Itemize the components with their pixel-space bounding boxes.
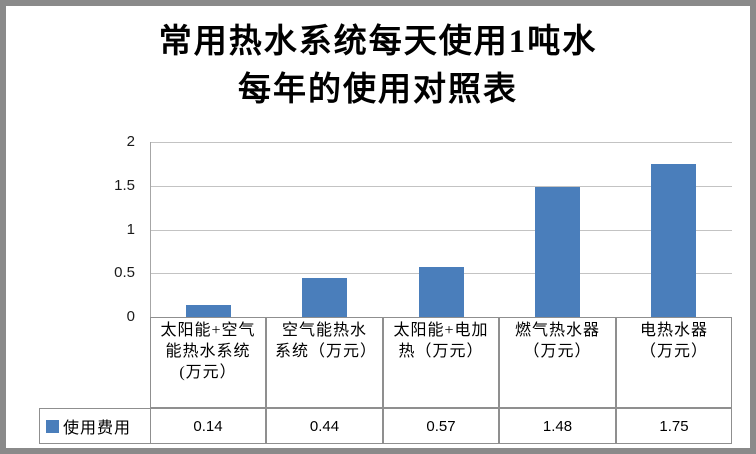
table-category-cell: 空气能热水系统（万元）: [266, 317, 383, 408]
bar-使用费用-4[interactable]: [651, 164, 696, 317]
y-axis-tick-label: 0: [126, 308, 135, 325]
y-gridline: [150, 230, 732, 231]
chart-title: 常用热水系统每天使用1吨水 每年的使用对照表: [6, 18, 750, 114]
table-value-cell: 1.48: [499, 408, 616, 444]
y-axis-tick-label: 0.5: [114, 264, 135, 281]
legend-label: 使用费用: [63, 420, 132, 437]
y-axis-tick-label: 2: [126, 133, 135, 150]
table-value-cell: 0.14: [150, 408, 266, 444]
y-axis-tick-label: 1: [126, 221, 135, 238]
y-axis-tick-label: 1.5: [114, 177, 135, 194]
bar-使用费用-3[interactable]: [535, 187, 580, 317]
table-category-cell: 电热水器（万元）: [616, 317, 732, 408]
chart-canvas: 常用热水系统每天使用1吨水 每年的使用对照表 2 1.5 1 0.5 0 太阳能+空气能…: [6, 6, 750, 448]
table-value-cell: 0.57: [383, 408, 499, 444]
bar-使用费用-1[interactable]: [302, 278, 347, 317]
legend-cell[interactable]: 使用费用: [39, 408, 151, 444]
table-category-cell: 太阳能+空气能热水系统(万元）: [150, 317, 266, 408]
y-gridline: [150, 142, 732, 143]
y-gridline: [150, 186, 732, 187]
table-value-cell: 0.44: [266, 408, 383, 444]
bar-使用费用-2[interactable]: [419, 267, 464, 317]
legend-swatch-icon: [46, 419, 59, 433]
table-value-cell: 1.75: [616, 408, 732, 444]
chart-title-line2: 每年的使用对照表: [238, 72, 518, 108]
bar-使用费用-0[interactable]: [186, 305, 231, 317]
y-axis-line: [150, 142, 151, 317]
table-category-cell: 太阳能+电加热（万元）: [383, 317, 499, 408]
chart-title-line1: 常用热水系统每天使用1吨水: [158, 24, 598, 60]
table-category-cell: 燃气热水器（万元）: [499, 317, 616, 408]
